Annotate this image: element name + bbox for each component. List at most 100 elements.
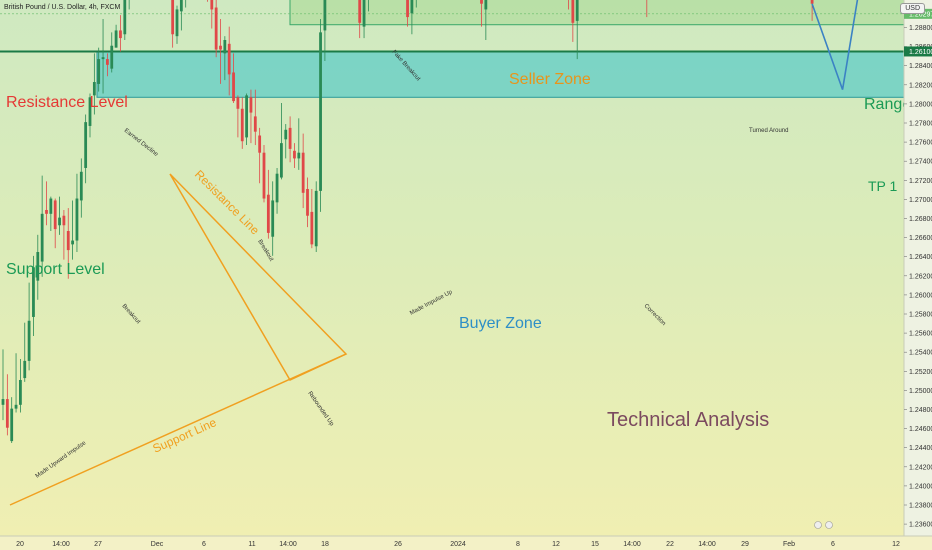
price-tick-label: 1.24200 <box>909 464 932 471</box>
price-tick-label: 1.26600 <box>909 235 932 242</box>
candle <box>97 59 101 84</box>
time-tick-label: 12 <box>552 541 560 548</box>
candle <box>32 267 35 317</box>
candle <box>262 152 266 199</box>
price-tick-label: 1.25600 <box>909 331 932 338</box>
correction-label: Correction <box>643 303 667 327</box>
made-impulse-up-label: Made Impulse Up <box>409 289 454 317</box>
candle <box>249 97 253 113</box>
candle <box>284 129 288 140</box>
candle <box>280 143 283 178</box>
range-label: Range <box>864 96 911 113</box>
candle <box>258 135 262 153</box>
candle <box>5 399 9 428</box>
candle <box>179 0 183 12</box>
price-tick-label: 1.27600 <box>909 140 932 147</box>
price-tick-label: 1.26400 <box>909 254 932 261</box>
breakout-label-2: Breakout <box>121 303 142 325</box>
candle <box>306 188 309 216</box>
time-tick-label: 6 <box>202 541 206 548</box>
candle <box>362 0 366 27</box>
time-tick-label: 6 <box>831 541 835 548</box>
candle <box>171 0 175 35</box>
candle <box>245 95 248 138</box>
price-tick-label: 1.24800 <box>909 407 932 414</box>
price-tick-label: 1.24600 <box>909 426 932 433</box>
rebounded-up-label: Rebounded Up <box>306 391 334 428</box>
candle <box>101 57 105 60</box>
price-tick-label: 1.27000 <box>909 197 932 204</box>
candle <box>232 72 235 102</box>
candle <box>40 213 44 262</box>
price-axis-bg <box>904 0 932 550</box>
candle <box>266 194 270 233</box>
time-tick-label: 29 <box>741 541 749 548</box>
candle <box>571 0 575 23</box>
price-tick-label: 1.26200 <box>909 273 932 280</box>
symbol-header: British Pound / U.S. Dollar, 4h, FXCM <box>4 4 121 11</box>
candle <box>27 320 31 361</box>
flag-icon <box>825 521 833 529</box>
time-tick-label: 18 <box>321 541 329 548</box>
price-tick-label: 1.27400 <box>909 159 932 166</box>
candle <box>123 0 127 35</box>
candle <box>92 82 96 96</box>
candle <box>58 217 61 226</box>
price-tick-label: 1.24000 <box>909 483 932 490</box>
time-tick-label: 27 <box>94 541 102 548</box>
price-tag-label: 1.26297 <box>909 11 932 18</box>
time-tick-label: 12 <box>892 541 900 548</box>
candle <box>1 399 5 405</box>
price-tick-label: 1.27800 <box>909 121 932 128</box>
candle <box>106 59 109 65</box>
time-tick-label: 20 <box>16 541 24 548</box>
time-tick-label: Feb <box>783 541 795 548</box>
time-tick-label: 14:00 <box>52 541 70 548</box>
time-tick-label: 26 <box>394 541 402 548</box>
candle <box>71 240 74 245</box>
candles <box>1 0 814 444</box>
triangle-pattern <box>169 173 348 381</box>
candle <box>110 45 114 69</box>
candle <box>19 379 22 405</box>
candle <box>484 0 488 10</box>
candle <box>10 408 14 442</box>
candle <box>66 231 70 251</box>
time-tick-label: 11 <box>248 541 255 548</box>
price-tick-label: 1.28800 <box>909 25 932 32</box>
candle <box>297 152 301 159</box>
currency-button[interactable]: USD <box>900 3 925 14</box>
price-tick-label: 1.27200 <box>909 178 932 185</box>
time-tick-label: 14:00 <box>279 541 297 548</box>
resistance-level-label: Resistance Level <box>6 94 128 111</box>
candle <box>314 190 318 247</box>
candle <box>275 173 279 203</box>
projection-path <box>811 0 859 90</box>
candle <box>810 0 814 4</box>
time-tick-label: Dec <box>151 541 164 548</box>
candle <box>410 0 414 14</box>
buyer-zone-label: Buyer Zone <box>459 315 542 332</box>
candle <box>219 45 222 50</box>
candle <box>49 198 53 214</box>
turned-around-label: Turned Around <box>749 128 788 134</box>
candle <box>88 97 92 126</box>
tp1-label: TP 1 <box>868 178 898 194</box>
candle <box>288 127 292 149</box>
time-tick-label: 2024 <box>450 541 466 548</box>
candle <box>75 198 79 241</box>
candle <box>84 122 88 168</box>
breakout-label-1: Breakout <box>256 239 274 263</box>
support-level-label: Support Level <box>6 261 105 278</box>
price-tick-label: 1.28200 <box>909 82 932 89</box>
support-line <box>9 353 347 506</box>
earned-decline-label: Earned Decline <box>123 128 160 158</box>
candle <box>301 152 305 193</box>
candle <box>240 108 244 142</box>
support-line-label: Support Line <box>151 415 219 456</box>
lightning-icon <box>814 521 822 529</box>
range-zone <box>289 0 905 26</box>
price-tick-label: 1.25000 <box>909 388 932 395</box>
